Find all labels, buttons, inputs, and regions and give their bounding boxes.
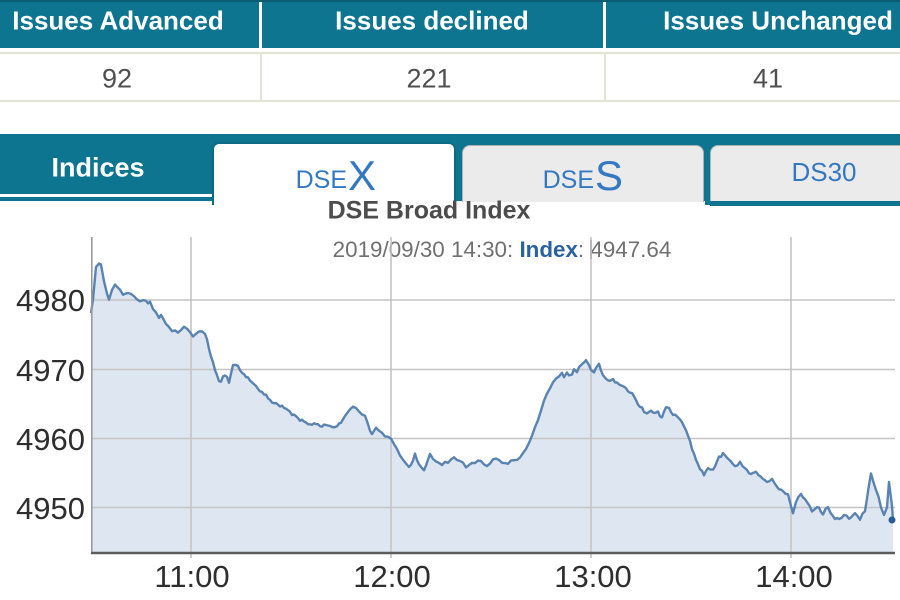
svg-text:X: X [348,152,376,199]
svg-text:DSE: DSE [543,166,594,194]
svg-text:S: S [595,152,623,199]
svg-text:DS30: DS30 [791,157,856,187]
svg-text:DSE: DSE [296,166,347,194]
